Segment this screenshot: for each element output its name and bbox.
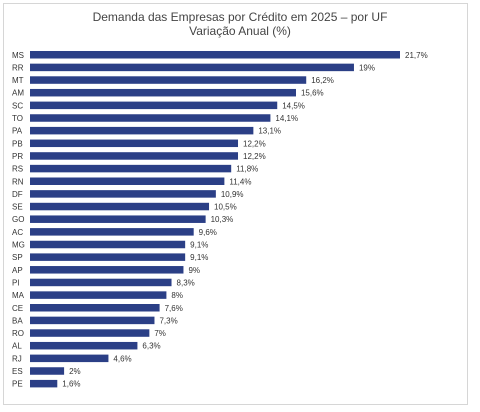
category-label-sp: SP — [12, 253, 23, 262]
category-label-al: AL — [12, 342, 22, 351]
value-label-ce: 7,6% — [165, 304, 183, 313]
value-label-rj: 4,6% — [113, 354, 131, 363]
category-label-sc: SC — [12, 101, 23, 110]
bar-pr — [30, 152, 239, 160]
bar-to — [30, 114, 271, 122]
value-label-pa: 13,1% — [258, 127, 281, 136]
value-label-rn: 11,4% — [229, 177, 251, 186]
bar-rn — [30, 177, 225, 185]
value-label-ma: 8% — [171, 291, 183, 300]
value-label-mg: 9,1% — [190, 241, 208, 250]
category-label-ro: RO — [12, 329, 24, 338]
value-label-to: 14,1% — [275, 114, 298, 123]
bar-sc — [30, 101, 278, 110]
category-label-pe: PE — [12, 380, 23, 389]
bar-pb — [30, 139, 239, 148]
bar-df — [30, 190, 216, 198]
value-label-ap: 9% — [188, 266, 200, 275]
bar-es — [30, 367, 65, 375]
category-label-pi: PI — [12, 278, 20, 287]
value-label-ac: 9,6% — [199, 228, 217, 237]
category-label-ma: MA — [12, 291, 25, 300]
value-label-es: 2% — [69, 367, 81, 376]
value-label-pr: 12,2% — [243, 152, 266, 161]
bar-se — [30, 202, 210, 211]
value-label-ro: 7% — [154, 329, 166, 338]
value-label-al: 6,3% — [142, 342, 160, 351]
category-label-pr: PR — [12, 152, 23, 161]
bar-mt — [30, 76, 307, 84]
category-label-rj: RJ — [12, 354, 22, 363]
bar-mg — [30, 240, 186, 249]
bar-ap — [30, 266, 184, 274]
chart-subtitle: Variação Anual (%) — [189, 24, 291, 38]
category-label-se: SE — [12, 203, 23, 212]
category-label-ba: BA — [12, 316, 23, 325]
value-label-sc: 14,5% — [282, 101, 305, 110]
bar-sp — [30, 253, 186, 261]
value-label-pe: 1,6% — [62, 380, 80, 389]
bar-go — [30, 215, 206, 223]
category-label-es: ES — [12, 367, 23, 376]
value-label-ba: 7,3% — [159, 316, 177, 325]
value-label-mt: 16,2% — [311, 76, 334, 85]
value-label-df: 10,9% — [221, 190, 244, 199]
value-label-rs: 11,8% — [236, 165, 258, 174]
category-label-ap: AP — [12, 266, 23, 275]
category-label-pb: PB — [12, 139, 23, 148]
bar-ce — [30, 304, 160, 312]
value-label-go: 10,3% — [211, 215, 234, 224]
value-label-rr: 19% — [359, 63, 375, 72]
category-label-mt: MT — [12, 76, 24, 85]
category-label-ms: MS — [12, 51, 24, 60]
bar-rj — [30, 354, 109, 363]
value-label-pi: 8,3% — [177, 278, 195, 287]
category-label-am: AM — [12, 89, 24, 98]
value-label-sp: 9,1% — [190, 253, 208, 262]
category-label-to: TO — [12, 114, 23, 123]
bar-ms — [30, 51, 400, 59]
bar-rr — [30, 63, 354, 72]
bar-rs — [30, 164, 232, 173]
value-label-pb: 12,2% — [243, 139, 266, 148]
category-label-ac: AC — [12, 228, 23, 237]
category-label-rn: RN — [12, 177, 24, 186]
bar-pi — [30, 278, 172, 287]
category-label-go: GO — [12, 215, 24, 224]
bar-ac — [30, 228, 194, 236]
bar-pe — [30, 379, 58, 388]
bar-ma — [30, 291, 167, 299]
category-label-pa: PA — [12, 127, 23, 136]
value-label-ms: 21,7% — [405, 51, 428, 60]
chart-title: Demanda das Empresas por Crédito em 2025… — [92, 10, 388, 24]
category-label-rr: RR — [12, 63, 24, 72]
bar-ba — [30, 316, 155, 325]
bar-am — [30, 88, 296, 97]
value-label-se: 10,5% — [214, 203, 237, 212]
bar-al — [30, 341, 138, 350]
category-label-ce: CE — [12, 304, 23, 313]
value-label-am: 15,6% — [301, 89, 324, 98]
bar-ro — [30, 329, 150, 337]
category-label-rs: RS — [12, 165, 23, 174]
bar-pa — [30, 126, 254, 135]
category-label-mg: MG — [12, 241, 25, 250]
category-label-df: DF — [12, 190, 23, 199]
